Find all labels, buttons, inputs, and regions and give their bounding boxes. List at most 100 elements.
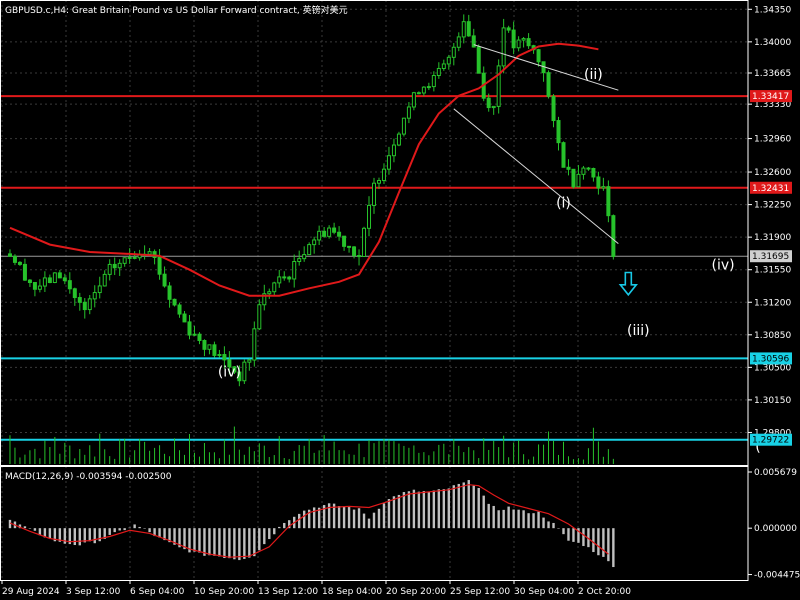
candle[interactable] xyxy=(302,246,307,262)
candle[interactable] xyxy=(77,292,82,311)
candle[interactable] xyxy=(57,270,62,279)
candle[interactable] xyxy=(586,166,591,171)
candle[interactable] xyxy=(416,91,421,95)
candle[interactable] xyxy=(352,246,357,259)
candle[interactable] xyxy=(272,281,277,296)
candle[interactable] xyxy=(187,315,192,340)
candle[interactable] xyxy=(486,93,491,112)
candle[interactable] xyxy=(7,249,12,257)
candle[interactable] xyxy=(566,159,571,176)
candle[interactable] xyxy=(192,325,197,337)
candle[interactable] xyxy=(367,196,372,237)
candle[interactable] xyxy=(177,302,182,318)
candle[interactable] xyxy=(172,298,177,307)
candle[interactable] xyxy=(207,344,212,355)
candle[interactable] xyxy=(476,44,481,74)
candle[interactable] xyxy=(436,62,441,79)
candle[interactable] xyxy=(232,366,237,375)
candle[interactable] xyxy=(197,332,202,345)
candle[interactable] xyxy=(307,242,312,256)
candle[interactable] xyxy=(526,33,531,49)
candle[interactable] xyxy=(322,227,327,238)
candle[interactable] xyxy=(112,257,117,276)
candle[interactable] xyxy=(67,272,72,294)
candle[interactable] xyxy=(601,177,606,191)
candle[interactable] xyxy=(202,339,207,357)
candle[interactable] xyxy=(102,270,107,287)
candle[interactable] xyxy=(92,285,97,308)
candle[interactable] xyxy=(62,273,67,285)
candle[interactable] xyxy=(212,341,217,358)
candle[interactable] xyxy=(466,14,471,37)
candle[interactable] xyxy=(132,251,137,260)
candle[interactable] xyxy=(511,21,516,55)
candle[interactable] xyxy=(401,117,406,137)
candle[interactable] xyxy=(12,254,17,266)
candle[interactable] xyxy=(277,269,282,288)
candle[interactable] xyxy=(32,281,37,297)
candle[interactable] xyxy=(267,288,272,299)
candle[interactable] xyxy=(571,168,576,189)
candle[interactable] xyxy=(42,271,47,292)
candle[interactable] xyxy=(516,36,521,52)
price-axis[interactable]: 1.34350 1.34000 1.33665 1.33330 1.32960 1.326… xyxy=(748,5,791,438)
candle[interactable] xyxy=(227,351,232,375)
candle[interactable] xyxy=(376,177,381,189)
candle[interactable] xyxy=(167,282,172,308)
candle[interactable] xyxy=(282,271,287,281)
candle[interactable] xyxy=(561,141,566,168)
candle[interactable] xyxy=(47,274,52,284)
candle[interactable] xyxy=(157,249,162,280)
candle[interactable] xyxy=(396,131,401,147)
candle[interactable] xyxy=(581,165,586,180)
candle[interactable] xyxy=(122,257,127,267)
candle[interactable] xyxy=(347,245,352,253)
candle[interactable] xyxy=(87,295,92,315)
candle[interactable] xyxy=(247,358,252,371)
candle[interactable] xyxy=(297,250,302,266)
candle[interactable] xyxy=(257,299,262,331)
candle[interactable] xyxy=(451,42,456,66)
candle[interactable] xyxy=(391,138,396,163)
candle[interactable] xyxy=(222,346,227,369)
candle[interactable] xyxy=(327,225,332,239)
candle[interactable] xyxy=(97,276,102,299)
candle[interactable] xyxy=(491,105,496,115)
channel-line[interactable] xyxy=(453,108,619,245)
candle[interactable] xyxy=(37,279,42,293)
candle[interactable] xyxy=(611,214,616,260)
candle[interactable] xyxy=(496,59,501,114)
candle[interactable] xyxy=(252,321,257,367)
time-axis[interactable]: 29 Aug 2024 3 Sep 12:00 6 Sep 04:00 10 Sep … xyxy=(1,580,631,597)
candle[interactable] xyxy=(262,284,267,311)
candle[interactable] xyxy=(162,266,167,288)
candle[interactable] xyxy=(456,32,461,52)
candle[interactable] xyxy=(546,70,551,99)
candle[interactable] xyxy=(342,235,347,251)
candle[interactable] xyxy=(506,25,511,33)
candle[interactable] xyxy=(52,272,57,284)
candle[interactable] xyxy=(421,86,426,97)
candle[interactable] xyxy=(471,28,476,48)
candle[interactable] xyxy=(551,94,556,128)
candle[interactable] xyxy=(372,177,376,214)
candle[interactable] xyxy=(337,226,342,241)
candle[interactable] xyxy=(441,59,446,71)
candle[interactable] xyxy=(606,180,611,223)
candle[interactable] xyxy=(576,165,581,188)
candle[interactable] xyxy=(312,236,317,254)
candle[interactable] xyxy=(242,359,247,385)
candle[interactable] xyxy=(82,298,87,319)
candle[interactable] xyxy=(426,82,431,91)
candle[interactable] xyxy=(72,287,77,306)
candle[interactable] xyxy=(446,54,451,70)
candle[interactable] xyxy=(182,310,187,323)
candle[interactable] xyxy=(292,254,297,288)
candle[interactable] xyxy=(22,258,27,281)
trend-channel[interactable] xyxy=(453,44,619,245)
candle[interactable] xyxy=(431,71,436,92)
candle[interactable] xyxy=(332,222,337,235)
candle[interactable] xyxy=(317,225,322,245)
candle[interactable] xyxy=(461,14,466,44)
